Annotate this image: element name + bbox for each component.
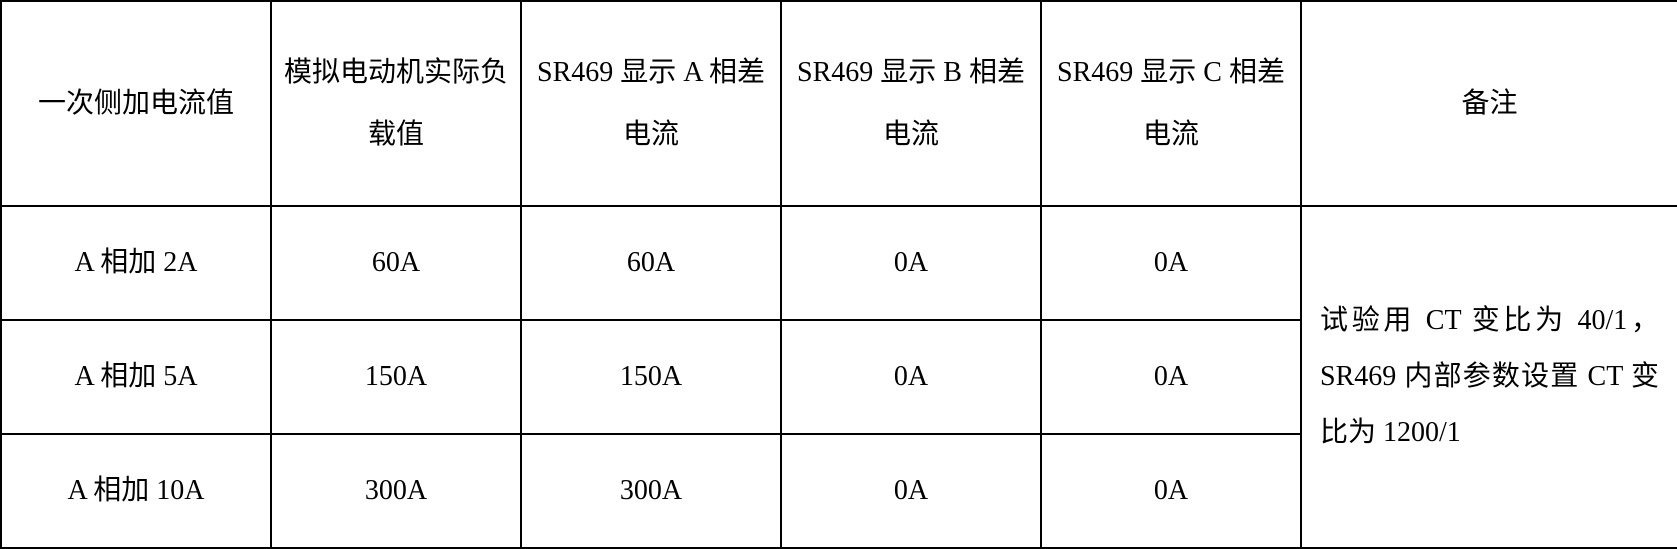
cell-phase-b: 0A bbox=[781, 320, 1041, 434]
ct-test-table: 一次侧加电流值 模拟电动机实际负载值 SR469 显示 A 相差电流 SR469… bbox=[0, 0, 1677, 549]
cell-phase-a: 300A bbox=[521, 434, 781, 548]
cell-primary: A 相加 5A bbox=[1, 320, 271, 434]
table-row: A 相加 2A 60A 60A 0A 0A 试验用 CT 变比为 40/1，SR… bbox=[1, 206, 1677, 320]
cell-phase-c: 0A bbox=[1041, 206, 1301, 320]
col-header-remarks: 备注 bbox=[1301, 1, 1677, 206]
cell-primary: A 相加 2A bbox=[1, 206, 271, 320]
cell-phase-a: 60A bbox=[521, 206, 781, 320]
cell-phase-c: 0A bbox=[1041, 320, 1301, 434]
cell-phase-b: 0A bbox=[781, 434, 1041, 548]
cell-remarks: 试验用 CT 变比为 40/1，SR469 内部参数设置 CT 变比为 1200… bbox=[1301, 206, 1677, 548]
cell-phase-c: 0A bbox=[1041, 434, 1301, 548]
col-header-phase-b: SR469 显示 B 相差电流 bbox=[781, 1, 1041, 206]
cell-phase-a: 150A bbox=[521, 320, 781, 434]
cell-primary: A 相加 10A bbox=[1, 434, 271, 548]
col-header-phase-c: SR469 显示 C 相差电流 bbox=[1041, 1, 1301, 206]
col-header-phase-a: SR469 显示 A 相差电流 bbox=[521, 1, 781, 206]
cell-load: 150A bbox=[271, 320, 521, 434]
col-header-primary-current: 一次侧加电流值 bbox=[1, 1, 271, 206]
col-header-motor-load: 模拟电动机实际负载值 bbox=[271, 1, 521, 206]
cell-load: 60A bbox=[271, 206, 521, 320]
cell-phase-b: 0A bbox=[781, 206, 1041, 320]
table-header-row: 一次侧加电流值 模拟电动机实际负载值 SR469 显示 A 相差电流 SR469… bbox=[1, 1, 1677, 206]
cell-load: 300A bbox=[271, 434, 521, 548]
ct-test-table-container: 一次侧加电流值 模拟电动机实际负载值 SR469 显示 A 相差电流 SR469… bbox=[0, 0, 1677, 547]
